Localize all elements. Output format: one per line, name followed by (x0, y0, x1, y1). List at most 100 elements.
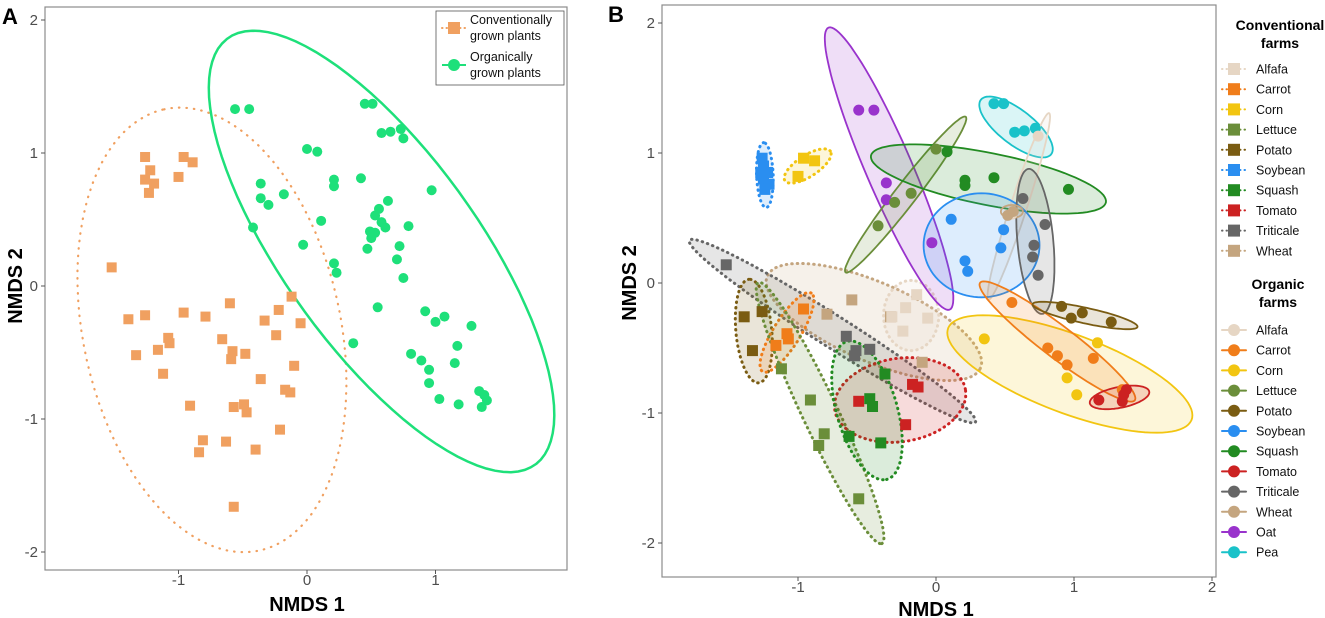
legend-label-conventional-line2: grown plants (470, 29, 541, 43)
point-organic (366, 233, 377, 244)
point-conventional-carrot (770, 339, 782, 351)
point-conventional (140, 151, 151, 162)
point-conventional-triticale (849, 350, 861, 362)
legend-key-circle (1228, 364, 1240, 377)
point-conventional-triticale (864, 343, 876, 355)
point-conventional (185, 400, 196, 411)
point-conventional-soybean (758, 173, 769, 185)
point-conventional (280, 384, 291, 395)
x-tick-label: 1 (1070, 579, 1078, 596)
point-organic-carrot (1061, 359, 1073, 371)
point-conventional-tomato (912, 381, 924, 393)
point-conventional (200, 311, 211, 322)
legend-key-square (1228, 224, 1240, 237)
point-conventional (295, 318, 306, 329)
point-organic-squash (941, 146, 953, 158)
x-axis-title-a: NMDS 1 (269, 594, 345, 616)
point-organic-squash (988, 172, 1000, 184)
legend-key-circle (1228, 505, 1240, 518)
legend-key-square (1228, 184, 1240, 197)
ellipse-conventional-wheat (764, 261, 984, 383)
point-conventional (259, 315, 270, 326)
legend-label-conventional-line1: Conventionally (470, 13, 553, 27)
point-conventional-triticale (840, 330, 852, 342)
x-axis-title-b: NMDS 1 (898, 599, 974, 618)
point-conventional-tomato (907, 378, 919, 390)
point-conventional (221, 436, 232, 447)
point-conventional (226, 354, 237, 365)
point-organic-triticale (1032, 269, 1044, 281)
legend-label: Corn (1256, 364, 1283, 378)
panel-b: -1 0 1 2 -2 -1 0 1 2 B NMDS 1 NMDS 2 Conventiona… (608, 2, 1324, 618)
y-axis-title-a: NMDS 2 (5, 248, 27, 324)
point-conventional-lettuce (775, 363, 787, 375)
point-organic (328, 181, 339, 192)
legend-item-organic-alfafa: Alfafa (1221, 324, 1288, 338)
point-conventional (275, 424, 286, 435)
legend-label: Corn (1256, 103, 1283, 117)
point-organic (395, 124, 406, 135)
point-conventional-carrot (798, 303, 810, 315)
point-organic (359, 98, 370, 109)
point-organic-pea (988, 98, 1000, 110)
ellipse-conventional-potato (733, 277, 774, 385)
point-organic (380, 222, 391, 233)
legend-label: Oat (1256, 526, 1277, 540)
point-conventional (239, 399, 250, 410)
point-organic (476, 402, 487, 413)
points-b (720, 98, 1132, 505)
ellipse-organic-carrot (978, 280, 1137, 403)
point-conventional-potato (746, 345, 758, 357)
legend-item-organic-pea: Pea (1221, 546, 1278, 560)
legend-item-organic-oat: Oat (1221, 526, 1277, 540)
ticks-b: -1 0 1 2 -2 -1 0 1 2 (642, 15, 1217, 596)
point-organic (416, 355, 427, 366)
legend-label: Carrot (1256, 83, 1291, 97)
point-organic-triticale (1039, 219, 1051, 230)
point-organic (372, 302, 383, 313)
point-organic-corn (1061, 372, 1073, 384)
point-organic (367, 98, 378, 109)
point-conventional-squash (879, 368, 891, 380)
point-conventional-triticale (720, 259, 732, 271)
legend-item-organic-potato: Potato (1221, 404, 1292, 418)
legend-key-circle (1228, 384, 1240, 397)
point-conventional (131, 350, 142, 361)
point-organic (452, 340, 463, 351)
point-organic-alfafa (1032, 130, 1044, 142)
point-conventional (178, 307, 189, 318)
point-organic-corn (978, 333, 990, 345)
legend-label: Potato (1256, 404, 1292, 418)
legend-b: Conventional farms Organic farms Alfafa C… (1221, 17, 1324, 560)
legend-items-b: Alfafa Carrot Corn Lettuce Potato Soybean Squa… (1221, 63, 1305, 560)
point-organic (466, 320, 477, 331)
plot-frame-b (661, 4, 1217, 578)
legend-item-organic-tomato: Tomato (1221, 465, 1297, 479)
point-conventional (273, 304, 284, 315)
y-tick-label: 2 (30, 12, 38, 29)
legend-key-square (1228, 123, 1240, 136)
x-tick-label: 2 (1208, 579, 1216, 596)
point-organic-triticale (1027, 251, 1039, 263)
point-conventional (158, 368, 169, 379)
point-conventional-wheat (916, 356, 928, 368)
legend-item-organic-wheat: Wheat (1221, 505, 1293, 519)
point-conventional (289, 360, 300, 371)
point-conventional (178, 151, 189, 162)
point-conventional-alfafa (897, 325, 909, 337)
point-organic (394, 241, 405, 252)
legend-label: Lettuce (1256, 384, 1297, 398)
point-conventional-carrot (782, 333, 794, 345)
point-organic (230, 104, 241, 115)
legend-label: Alfafa (1256, 324, 1288, 338)
point-organic-soybean (959, 255, 971, 267)
point-conventional-tomato (900, 419, 912, 431)
legend-title-conventional-line2: farms (1261, 35, 1299, 51)
point-conventional (140, 310, 151, 321)
legend-marker-organic (448, 59, 460, 71)
ellipse-circle (207, 29, 556, 474)
point-conventional-soybean (762, 167, 774, 178)
legend-label: Triticale (1256, 224, 1299, 238)
legend-title-organic-line2: farms (1259, 294, 1297, 310)
